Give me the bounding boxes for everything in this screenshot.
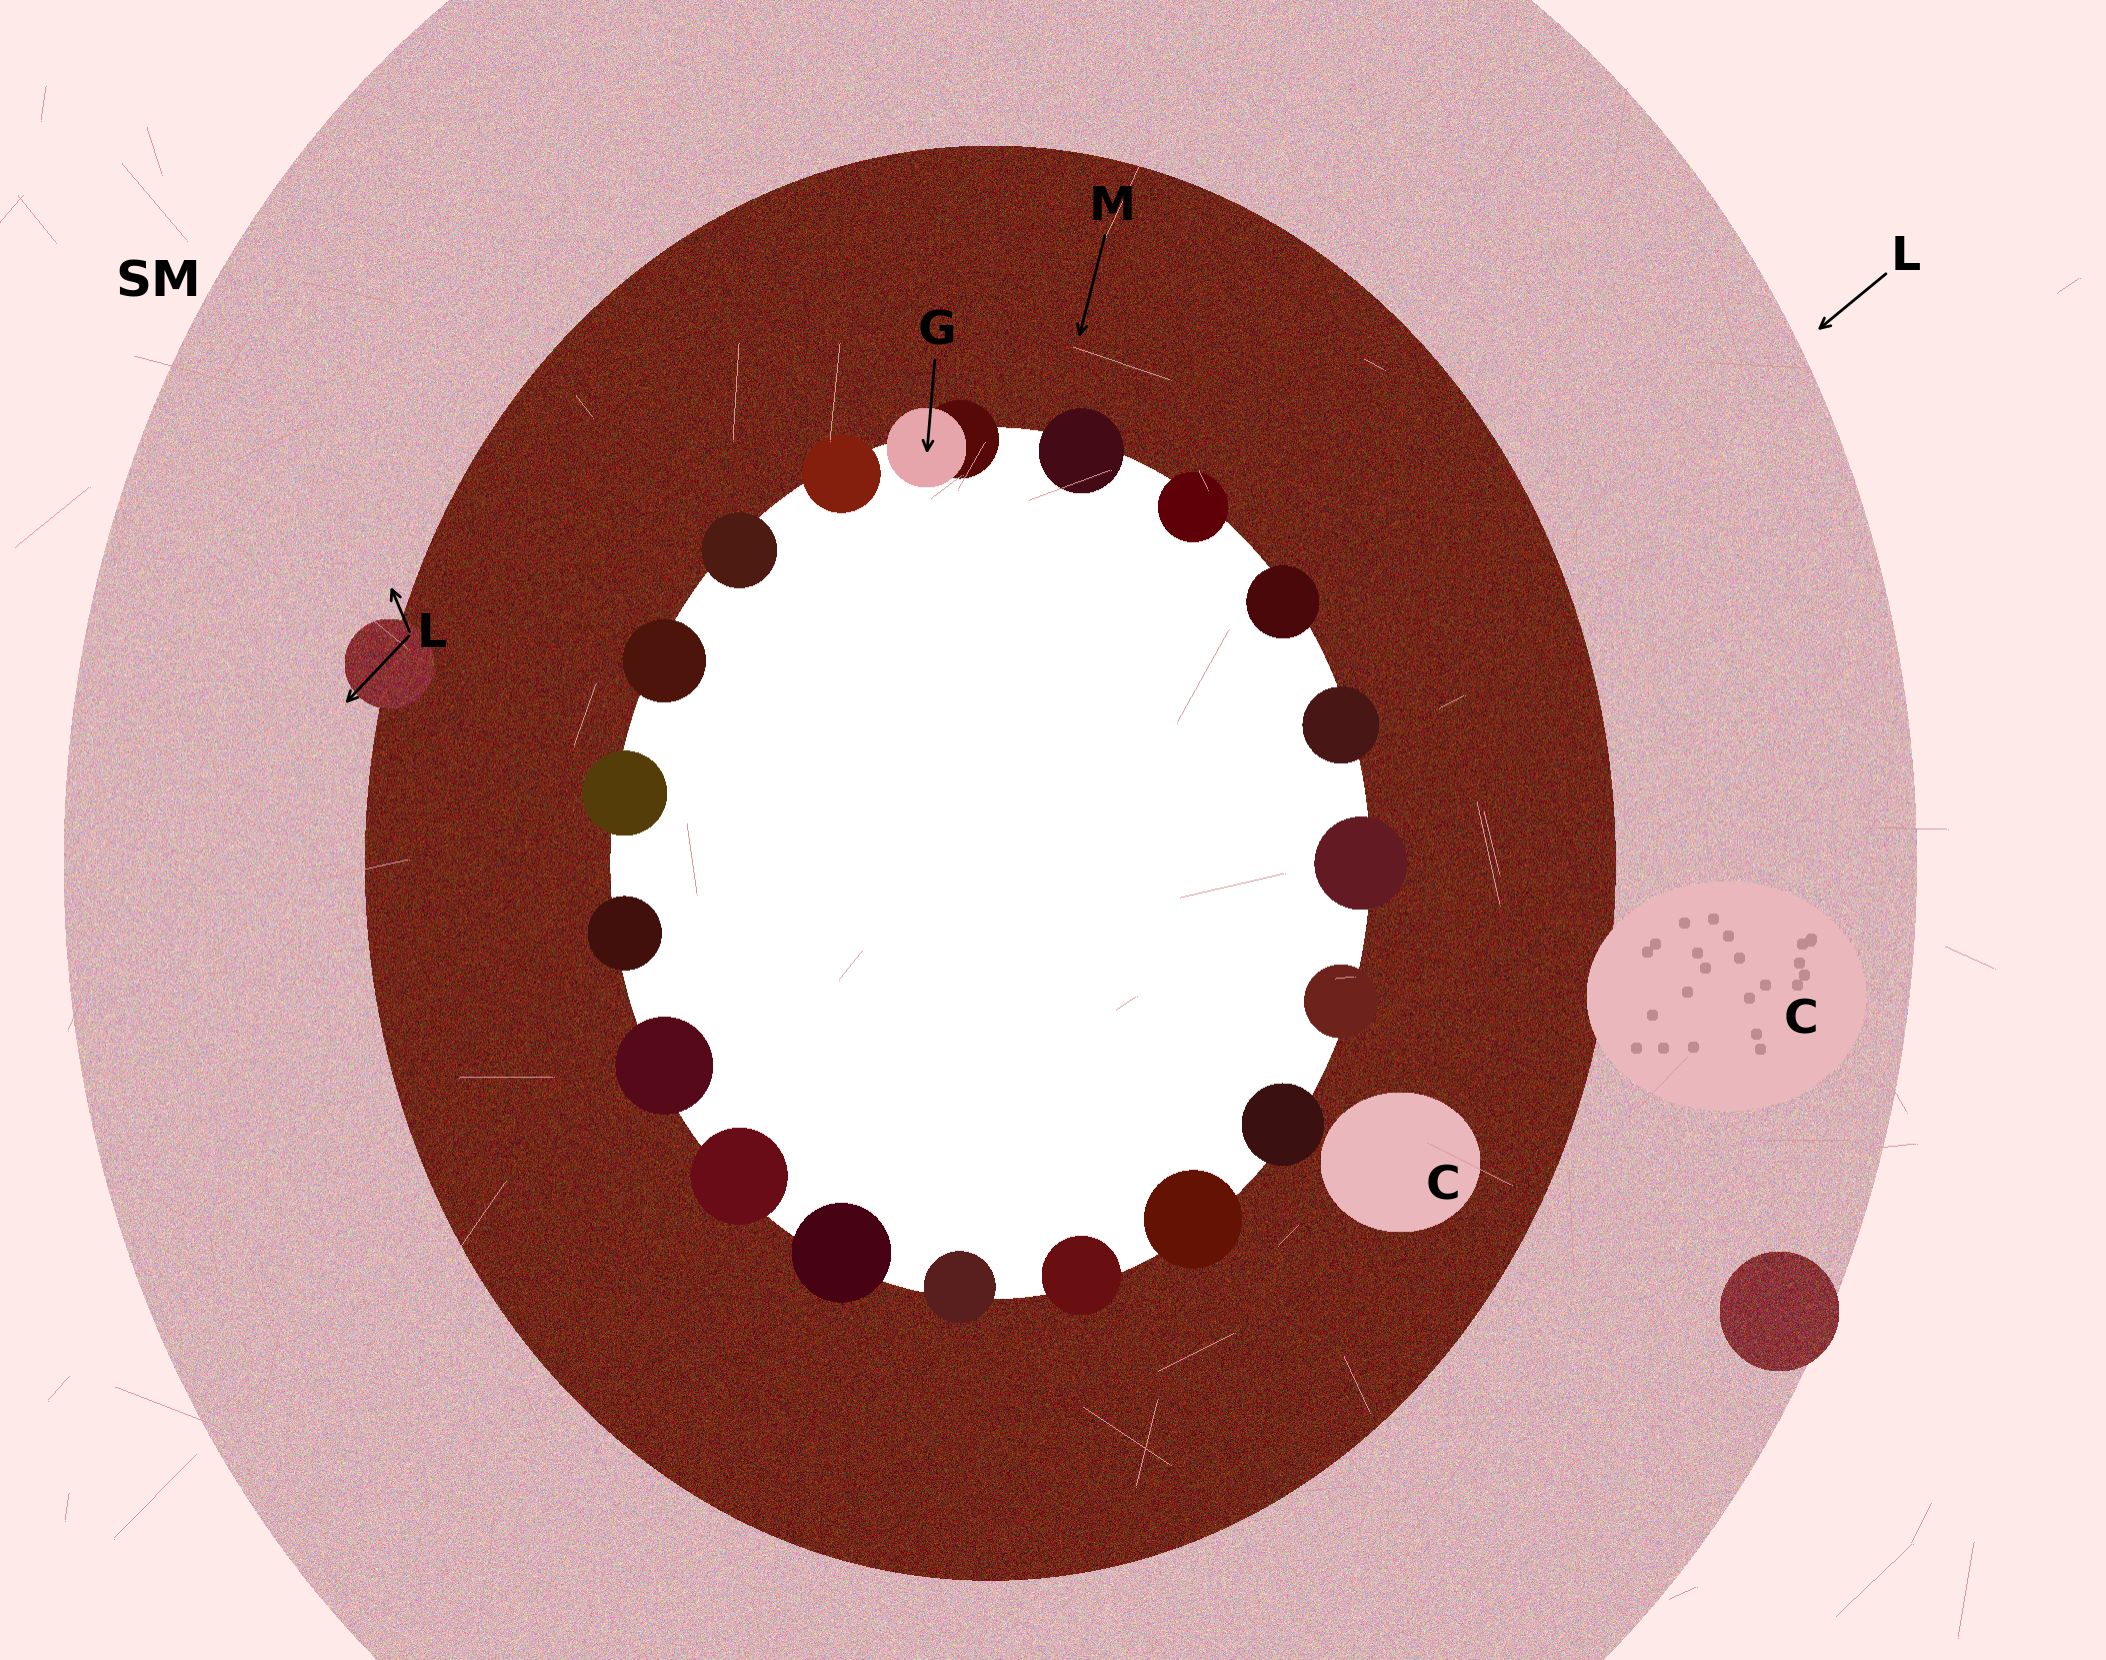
Text: L: L xyxy=(417,611,446,657)
Text: L: L xyxy=(1820,234,1921,329)
Text: C: C xyxy=(1784,998,1817,1044)
Text: SM: SM xyxy=(116,259,200,305)
Text: C: C xyxy=(1426,1164,1459,1210)
Text: G: G xyxy=(918,309,956,450)
Text: M: M xyxy=(1078,184,1135,335)
